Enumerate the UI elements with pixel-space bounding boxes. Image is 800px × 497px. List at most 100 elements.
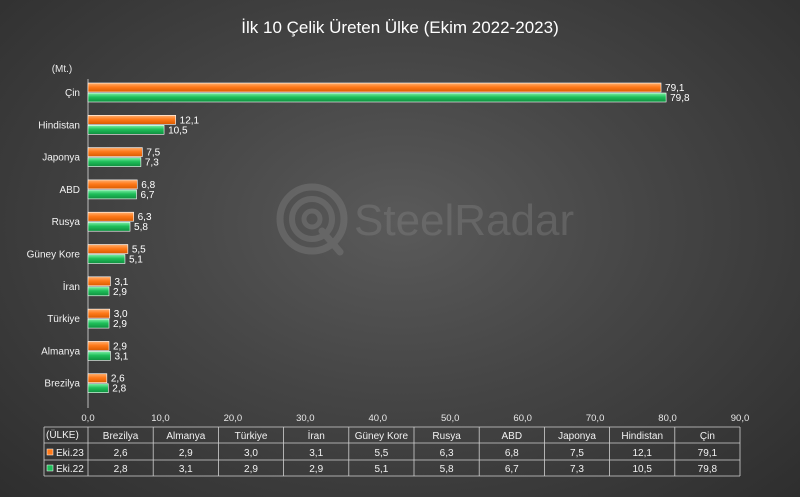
table-cell: 2,9	[179, 448, 193, 459]
category-label: İran	[63, 280, 80, 293]
x-tick-label: 20,0	[224, 413, 243, 424]
unit-label: (Mt.)	[52, 64, 73, 75]
table-cell: 10,5	[632, 464, 652, 475]
bar	[87, 179, 138, 190]
table-cell: 2,9	[309, 464, 323, 475]
table-cell: 5,8	[440, 464, 454, 475]
watermark: SteelRadar	[276, 183, 574, 256]
table-cell: 79,8	[698, 464, 718, 475]
table-column-header: Almanya	[166, 431, 205, 442]
bar	[87, 341, 110, 351]
bar	[87, 189, 137, 200]
bar	[87, 318, 110, 329]
x-tick-label: 70,0	[586, 413, 605, 424]
data-label: 2,9	[113, 287, 127, 298]
x-tick-label: 50,0	[441, 413, 460, 424]
data-label: 3,0	[114, 309, 128, 320]
legend-label: Eki.22	[56, 464, 84, 475]
data-label: 5,5	[132, 245, 146, 256]
bar	[87, 286, 110, 297]
category-label: ABD	[59, 185, 80, 196]
table-column-header: Rusya	[432, 431, 461, 442]
bar	[87, 276, 111, 287]
table-cell: 7,3	[570, 464, 584, 475]
table-cell: 2,9	[244, 464, 258, 475]
bar	[87, 383, 109, 394]
bar	[87, 82, 662, 93]
table-column-header: ABD	[502, 431, 523, 442]
data-label: 3,1	[114, 277, 128, 288]
bar	[87, 157, 142, 167]
table-cell: 3,0	[244, 448, 258, 459]
table-cell: 7,5	[570, 448, 584, 459]
data-label: 5,1	[129, 255, 143, 266]
bar	[87, 254, 126, 264]
category-label: Japonya	[42, 153, 80, 164]
bar	[87, 308, 111, 319]
legend-swatch	[46, 464, 54, 472]
category-label: Güney Kore	[27, 250, 81, 261]
table-cell: 6,3	[440, 448, 454, 459]
chart-title: İlk 10 Çelik Üreten Ülke (Ekim 2022-2023…	[241, 18, 558, 37]
x-tick-label: 60,0	[513, 413, 532, 424]
legend-label: Eki.23	[56, 448, 84, 459]
category-label: Çin	[65, 88, 80, 99]
data-label: 3,1	[114, 351, 128, 362]
table-cell: 6,7	[505, 464, 519, 475]
data-label: 7,5	[146, 148, 160, 159]
data-label: 6,8	[141, 180, 155, 191]
bar	[87, 373, 108, 384]
category-label: Türkiye	[47, 314, 80, 325]
table-column-header: Çin	[700, 431, 715, 442]
table-column-header: Güney Kore	[355, 431, 409, 442]
table-column-header: Hindistan	[621, 431, 663, 442]
data-label: 2,9	[113, 341, 127, 352]
bar	[87, 125, 165, 135]
x-tick-label: 40,0	[369, 413, 388, 424]
table-cell: 12,1	[632, 448, 652, 459]
table-cell: 3,1	[179, 464, 193, 475]
x-tick-label: 80,0	[658, 413, 677, 424]
x-tick-label: 0,0	[81, 413, 94, 424]
legend-swatch	[46, 448, 54, 456]
bar	[87, 244, 129, 254]
table-column-header: Brezilya	[103, 431, 139, 442]
steelradar-logo-icon	[276, 183, 348, 256]
table-cell: 6,8	[505, 448, 519, 459]
data-label: 10,5	[168, 125, 188, 136]
table-cell: 2,6	[114, 448, 128, 459]
x-tick-label: 10,0	[151, 413, 170, 424]
bar	[87, 211, 134, 222]
data-label: 2,8	[112, 384, 126, 395]
data-label: 6,3	[138, 212, 152, 223]
bar	[87, 351, 111, 361]
data-label: 79,8	[670, 93, 690, 104]
table-column-header: Türkiye	[235, 431, 268, 442]
data-label: 5,8	[134, 222, 148, 233]
table-column-header: Japonya	[558, 431, 596, 442]
bar	[87, 92, 667, 103]
table-cell: 5,1	[374, 464, 388, 475]
table-column-header: İran	[308, 429, 325, 442]
bar	[87, 115, 176, 125]
table-cell: 3,1	[309, 448, 323, 459]
table-cell: 5,5	[374, 448, 388, 459]
data-label: 2,6	[111, 374, 125, 385]
x-tick-label: 30,0	[296, 413, 315, 424]
table-cell: 2,8	[114, 464, 128, 475]
data-label: 12,1	[180, 115, 200, 126]
bar	[87, 221, 131, 232]
x-tick-label: 90,0	[731, 413, 750, 424]
table-header-label: (ÜLKE)	[46, 429, 79, 441]
category-label: Brezilya	[44, 379, 80, 390]
bar	[87, 147, 143, 157]
data-label: 2,9	[113, 319, 127, 330]
data-label: 79,1	[665, 83, 685, 94]
table-cell: 79,1	[698, 448, 718, 459]
category-label: Almanya	[41, 346, 80, 357]
data-label: 7,3	[145, 158, 159, 169]
category-label: Hindistan	[38, 120, 80, 131]
watermark-text: SteelRadar	[354, 196, 574, 245]
data-label: 6,7	[141, 190, 155, 201]
